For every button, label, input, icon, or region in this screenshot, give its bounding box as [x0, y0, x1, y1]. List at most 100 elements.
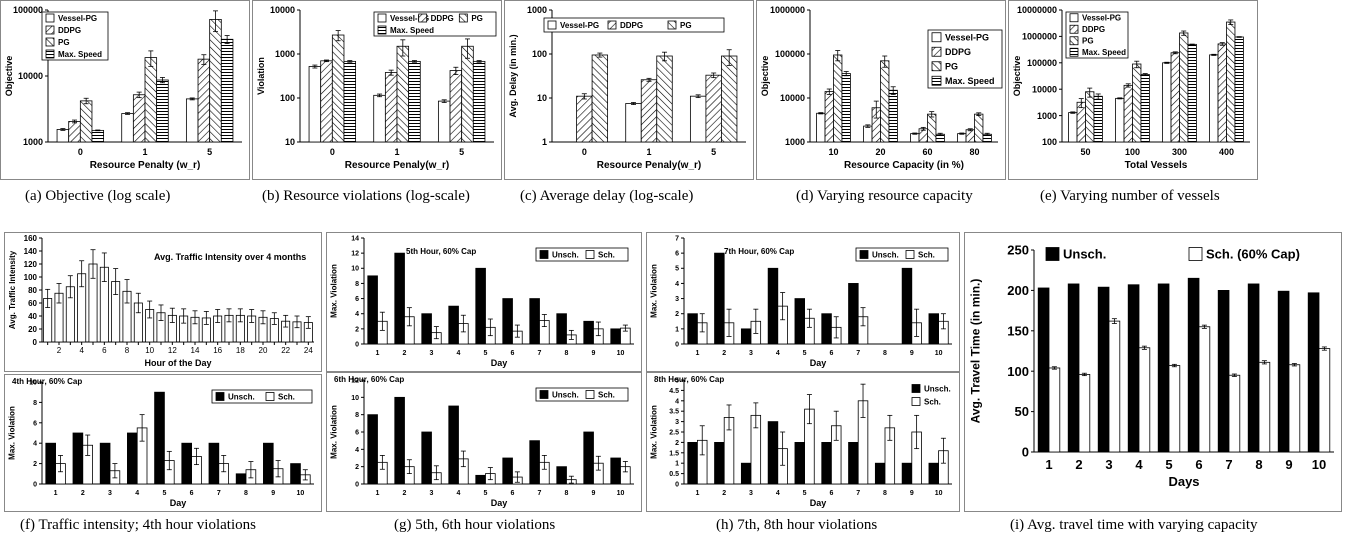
- y-tick-label: 20: [28, 325, 37, 334]
- bar: [263, 442, 274, 485]
- y-tick-label: 100: [1007, 364, 1029, 379]
- y-tick-label: 6: [675, 251, 679, 258]
- x-tick-label: 2: [57, 346, 62, 355]
- bar: [1217, 290, 1230, 453]
- y-tick-label: 100: [24, 273, 38, 282]
- bar: [1247, 283, 1260, 453]
- chart-annotation: 7th Hour, 60% Cap: [724, 247, 794, 256]
- x-tick-label: 9: [592, 350, 596, 357]
- y-tick-label: 4: [675, 281, 679, 288]
- legend-swatch: [931, 46, 942, 57]
- bar: [928, 462, 939, 485]
- x-axis-label: Total Vessels: [1125, 160, 1188, 171]
- legend-label: Sch. (60% Cap): [1206, 247, 1300, 262]
- bar: [918, 128, 928, 143]
- bar: [421, 431, 432, 485]
- y-tick-label: 200: [1007, 283, 1029, 298]
- bar: [475, 267, 486, 345]
- y-tick-label: 0: [33, 338, 38, 347]
- bar: [132, 94, 146, 143]
- x-tick-label: 2: [722, 350, 726, 357]
- bar: [848, 283, 859, 345]
- y-tick-label: 0: [355, 341, 359, 348]
- y-tick-label: 100000: [13, 5, 43, 15]
- bar: [1307, 292, 1320, 453]
- x-tick-label: 3: [1105, 457, 1112, 472]
- chart-frame: [756, 0, 1006, 180]
- chart-total-vessels: 100 1000 10000 100000 1000000 10000000 Objecti…: [1008, 0, 1258, 180]
- legend-label: PG: [1082, 37, 1094, 46]
- x-tick-label: 4: [135, 490, 139, 497]
- legend-label: Unsch.: [872, 250, 899, 259]
- chart-avg-travel-time-svg: 0 50 100 150 200 250 Avg. Travel Time (in min.…: [964, 232, 1342, 512]
- x-tick-label: 9: [271, 490, 275, 497]
- x-tick-label: 4: [457, 490, 461, 497]
- bar: [529, 298, 540, 345]
- caption-a: (a) Objective (log scale): [25, 188, 171, 204]
- y-tick-label: 1000000: [1022, 32, 1057, 42]
- bar: [45, 442, 56, 485]
- legend-swatch: [539, 250, 549, 259]
- bar: [1187, 43, 1197, 143]
- x-axis-label: Day: [491, 498, 508, 508]
- y-tick-label: 6: [33, 420, 37, 427]
- x-tick-label: 1: [646, 147, 651, 157]
- bar: [1157, 283, 1170, 453]
- x-tick-label: 6: [1195, 457, 1202, 472]
- x-tick-label: 8: [883, 350, 887, 357]
- bar: [794, 298, 805, 345]
- x-axis-label: Day: [810, 498, 827, 508]
- legend-box: [373, 11, 497, 37]
- bar: [1318, 348, 1331, 453]
- x-tick-label: 6: [829, 490, 833, 497]
- x-tick-label: 8: [565, 490, 569, 497]
- bar: [1168, 365, 1181, 453]
- bar: [408, 60, 421, 143]
- legend-label: Unsch.: [924, 384, 951, 393]
- chart-resource-capacity-svg: 1000 10000 100000 1000000 Objective 10 20 60 80 R…: [756, 0, 1006, 180]
- legend-label: DDPG: [58, 26, 81, 35]
- bar: [181, 442, 192, 485]
- x-tick-label: 6: [829, 350, 833, 357]
- chart-annotation: 8th Hour, 60% Cap: [654, 375, 724, 384]
- x-tick-label: 10: [145, 346, 154, 355]
- x-tick-label: 50: [1080, 147, 1090, 157]
- x-axis-label: Resource Capacity (in %): [844, 160, 964, 171]
- y-axis-label: Objective: [4, 56, 14, 97]
- legend-label: Unsch.: [228, 392, 255, 401]
- x-tick-label: 2: [403, 350, 407, 357]
- bar: [974, 113, 984, 143]
- legend-swatch: [377, 25, 387, 35]
- y-axis-label: Violation: [256, 57, 266, 95]
- y-tick-label: 1000: [1037, 111, 1057, 121]
- chart-frame: [326, 232, 642, 372]
- y-axis-label: Max. Violation: [7, 406, 16, 460]
- y-tick-label: 12: [351, 251, 359, 258]
- chart-resource-violations: 10 100 1000 10000 Violation 0 1 5 Resource Penal…: [252, 0, 502, 180]
- y-axis-label: Max. Violation: [329, 264, 338, 318]
- bar: [1078, 374, 1091, 453]
- bar: [1068, 112, 1078, 143]
- legend-label: Vessel-PG: [1082, 14, 1121, 23]
- bar: [821, 313, 832, 345]
- y-tick-label: 1: [675, 326, 679, 333]
- x-tick-label: 10: [297, 490, 305, 497]
- x-tick-label: 14: [191, 346, 200, 355]
- x-tick-label: 24: [304, 346, 313, 355]
- legend-label: DDPG: [431, 14, 454, 23]
- x-tick-label: 4: [79, 346, 84, 355]
- x-tick-label: 4: [776, 350, 780, 357]
- y-tick-label: 10: [285, 137, 295, 147]
- bar: [220, 38, 234, 143]
- y-axis-label: Max. Violation: [329, 405, 338, 459]
- bar: [72, 432, 84, 485]
- x-axis-label: Resource Penalty (w_r): [90, 160, 201, 171]
- y-tick-label: 100: [1042, 137, 1057, 147]
- chart-avg-travel-time: 0 50 100 150 200 250 Avg. Travel Time (in min.…: [964, 232, 1342, 512]
- legend-label: DDPG: [945, 47, 971, 57]
- x-tick-label: 3: [749, 490, 753, 497]
- bar: [1115, 97, 1125, 143]
- caption-i: (i) Avg. travel time with varying capaci…: [1010, 517, 1258, 533]
- legend-box: [535, 387, 629, 402]
- y-tick-label: 0: [1022, 445, 1029, 460]
